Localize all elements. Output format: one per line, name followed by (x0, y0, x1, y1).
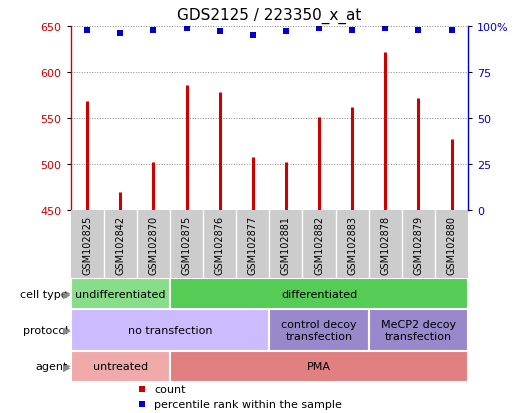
Text: differentiated: differentiated (281, 289, 357, 299)
Bar (71, 278, 170, 310)
Bar (170, 278, 468, 310)
Bar (71, 310, 269, 351)
Text: percentile rank within the sample: percentile rank within the sample (154, 399, 342, 408)
Text: protocol: protocol (22, 325, 68, 335)
Bar (269, 310, 369, 351)
Text: GSM102870: GSM102870 (149, 215, 158, 274)
Text: GSM102876: GSM102876 (214, 215, 225, 274)
Text: GSM102882: GSM102882 (314, 215, 324, 274)
Text: cell type: cell type (20, 289, 68, 299)
Text: GSM102875: GSM102875 (181, 215, 191, 274)
Text: undifferentiated: undifferentiated (75, 289, 166, 299)
Text: GSM102881: GSM102881 (281, 215, 291, 274)
Title: GDS2125 / 223350_x_at: GDS2125 / 223350_x_at (177, 8, 361, 24)
Text: ▶: ▶ (63, 325, 70, 335)
Text: GSM102877: GSM102877 (248, 215, 258, 274)
Text: MeCP2 decoy
transfection: MeCP2 decoy transfection (381, 320, 456, 341)
Text: no transfection: no transfection (128, 325, 212, 335)
Bar (71, 351, 170, 382)
Text: GSM102879: GSM102879 (413, 215, 424, 274)
Text: GSM102880: GSM102880 (447, 215, 457, 274)
Bar (369, 310, 468, 351)
Text: GSM102825: GSM102825 (82, 215, 92, 274)
Text: control decoy
transfection: control decoy transfection (281, 320, 357, 341)
Text: count: count (154, 384, 186, 394)
Text: untreated: untreated (93, 361, 148, 372)
Text: agent: agent (36, 361, 68, 372)
Bar (170, 351, 468, 382)
Text: ▶: ▶ (63, 361, 70, 372)
Text: ▶: ▶ (63, 289, 70, 299)
Text: GSM102842: GSM102842 (115, 215, 126, 274)
Text: GSM102878: GSM102878 (380, 215, 390, 274)
Text: PMA: PMA (307, 361, 331, 372)
Text: GSM102883: GSM102883 (347, 215, 357, 274)
